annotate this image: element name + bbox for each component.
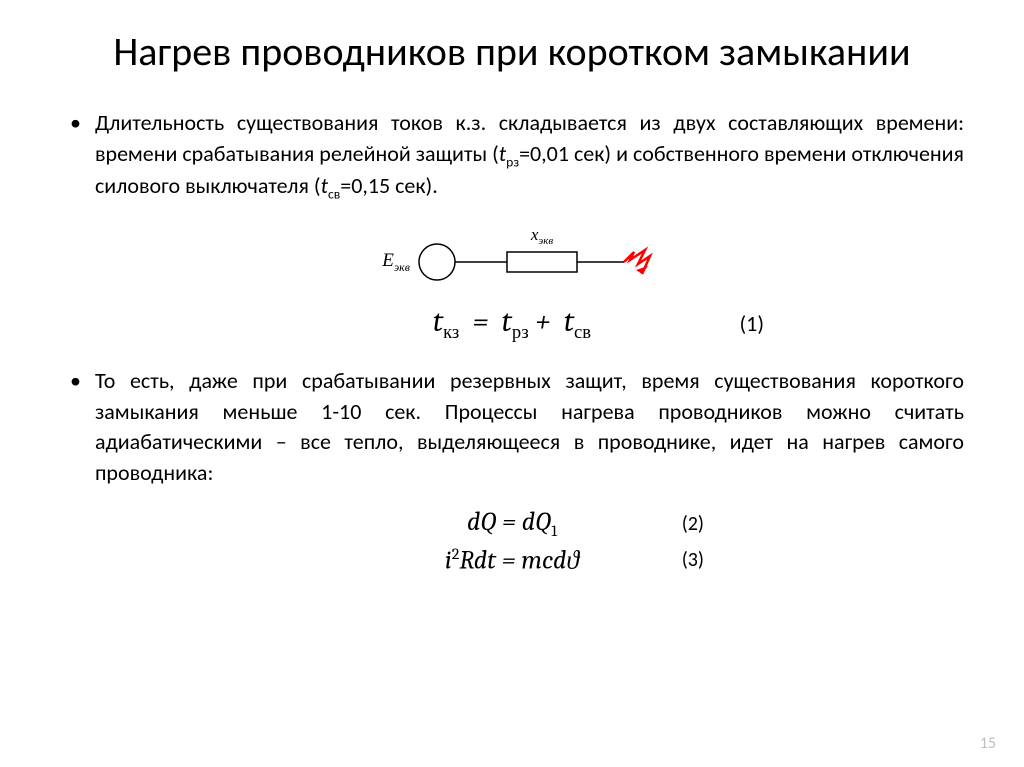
page-number: 15: [980, 734, 996, 753]
formula-3: i2Rdt = mcdϑ: [445, 545, 579, 576]
f1-rhs2-sub: св: [574, 321, 591, 343]
circuit-diagram: Eэкв xэкв: [60, 222, 964, 296]
para1-trz-sub: рз: [506, 153, 519, 170]
bullet-icon: •: [70, 366, 81, 489]
formula-2-row: dQ = dQ1 (2): [60, 507, 964, 541]
paragraph-2: • То есть, даже при срабатывании резервн…: [60, 366, 964, 489]
formula-1: tкз = tрз + tсв: [433, 304, 591, 344]
f2-text: dQ = dQ: [467, 507, 551, 537]
f1-plus: +: [529, 304, 558, 339]
f1-lhs-var: t: [433, 304, 443, 339]
para1-tsv-sub: св: [328, 186, 340, 203]
f1-rhs2-var: t: [564, 304, 574, 339]
f3-lhs: i: [445, 546, 452, 576]
slide-title: Нагрев проводников при коротком замыкани…: [60, 28, 964, 76]
formula-3-row: i2Rdt = mcdϑ (3): [60, 545, 964, 576]
f2-sub: 1: [551, 522, 557, 541]
impedance-rect: [507, 252, 577, 272]
circuit-svg: Eэкв xэкв: [352, 222, 672, 296]
formula-1-row: tкз = tрз + tсв (1): [60, 304, 964, 344]
source-circle: [419, 244, 455, 280]
bullet-icon: •: [70, 108, 81, 204]
formula-1-num: (1): [740, 310, 765, 337]
f1-rhs1-var: t: [502, 304, 512, 339]
x-label: xэкв: [530, 225, 554, 247]
e-label: Eэкв: [381, 250, 410, 274]
formula-2-num: (2): [682, 512, 704, 536]
paragraph-1: • Длительность существования токов к.з. …: [60, 108, 964, 204]
f1-lhs-sub: кз: [443, 321, 459, 343]
f1-eq: =: [466, 304, 495, 339]
paragraph-2-text: То есть, даже при срабатывании резервных…: [95, 366, 964, 489]
formula-3-num: (3): [682, 548, 704, 572]
f3-mid: Rdt = mcdϑ: [459, 546, 579, 576]
para1-tsv-var: t: [321, 172, 328, 199]
f1-rhs1-sub: рз: [512, 321, 529, 343]
formula-2: dQ = dQ1: [467, 507, 557, 541]
para1-tsv-val: =0,15 сек).: [340, 172, 438, 199]
fault-arrow-icon: [624, 250, 650, 274]
paragraph-1-text: Длительность существования токов к.з. ск…: [95, 108, 964, 204]
